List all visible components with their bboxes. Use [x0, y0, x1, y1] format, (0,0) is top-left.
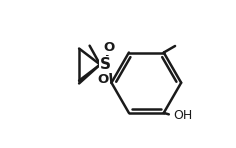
Text: O: O	[103, 41, 114, 54]
Text: OH: OH	[173, 109, 192, 122]
Text: S: S	[100, 57, 111, 72]
Text: O: O	[97, 73, 108, 86]
